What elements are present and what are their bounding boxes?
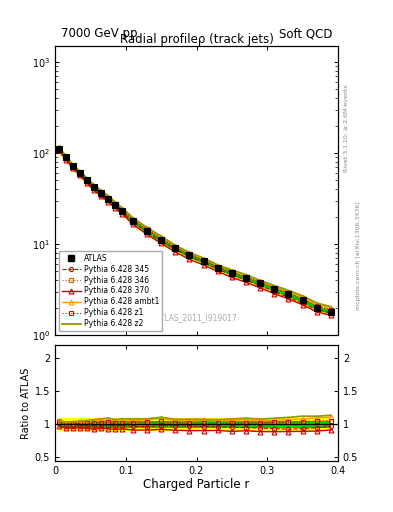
Text: 7000 GeV pp: 7000 GeV pp <box>61 27 137 40</box>
Title: Radial profileρ (track jets): Radial profileρ (track jets) <box>119 33 274 46</box>
Legend: ATLAS, Pythia 6.428 345, Pythia 6.428 346, Pythia 6.428 370, Pythia 6.428 ambt1,: ATLAS, Pythia 6.428 345, Pythia 6.428 34… <box>59 251 162 331</box>
Y-axis label: Ratio to ATLAS: Ratio to ATLAS <box>20 367 31 439</box>
Text: Soft QCD: Soft QCD <box>279 27 332 40</box>
X-axis label: Charged Particle r: Charged Particle r <box>143 478 250 492</box>
Text: ATLAS_2011_I919017: ATLAS_2011_I919017 <box>156 313 237 322</box>
Text: Rivet 3.1.10; ≥ 2.6M events: Rivet 3.1.10; ≥ 2.6M events <box>344 84 349 172</box>
Text: mcplots.cern.ch [arXiv:1306.3436]: mcplots.cern.ch [arXiv:1306.3436] <box>356 202 361 310</box>
